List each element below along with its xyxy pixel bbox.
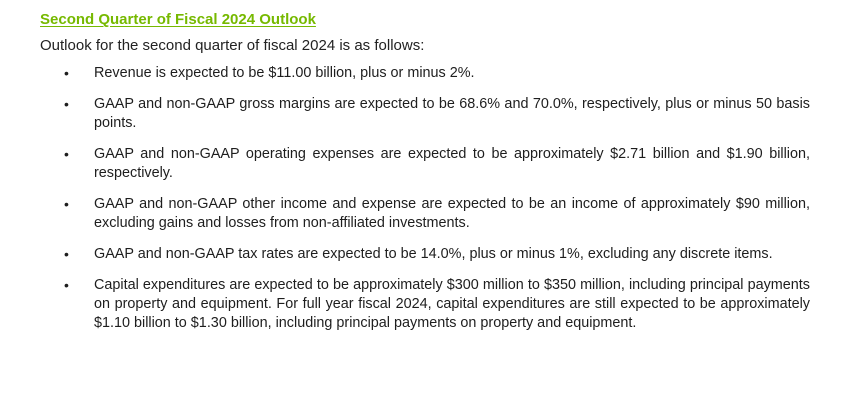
list-item-text: GAAP and non-GAAP tax rates are expected…	[94, 246, 773, 262]
list-item-text: Revenue is expected to be $11.00 billion…	[94, 65, 475, 81]
bullet-icon: •	[64, 146, 69, 162]
section-heading: Second Quarter of Fiscal 2024 Outlook	[40, 11, 316, 28]
bullet-icon: •	[64, 196, 69, 212]
list-item-text: GAAP and non-GAAP other income and expen…	[94, 196, 810, 231]
list-item-gross-margins: • GAAP and non-GAAP gross margins are ex…	[40, 95, 810, 133]
list-item-capital-expenditures: • Capital expenditures are expected to b…	[40, 276, 810, 333]
bullet-icon: •	[64, 96, 69, 112]
list-item-operating-expenses: • GAAP and non-GAAP operating expenses a…	[40, 145, 810, 183]
document-page: Second Quarter of Fiscal 2024 Outlook Ou…	[40, 11, 825, 333]
list-item-other-income: • GAAP and non-GAAP other income and exp…	[40, 195, 810, 233]
bullet-icon: •	[64, 277, 69, 293]
bullet-icon: •	[64, 65, 69, 81]
outlook-list: • Revenue is expected to be $11.00 billi…	[40, 64, 825, 333]
bullet-icon: •	[64, 246, 69, 262]
list-item-text: Capital expenditures are expected to be …	[94, 277, 810, 331]
intro-paragraph: Outlook for the second quarter of fiscal…	[40, 37, 425, 54]
list-item-text: GAAP and non-GAAP operating expenses are…	[94, 146, 810, 181]
list-item-text: GAAP and non-GAAP gross margins are expe…	[94, 96, 810, 131]
list-item-tax-rates: • GAAP and non-GAAP tax rates are expect…	[40, 245, 810, 264]
list-item-revenue: • Revenue is expected to be $11.00 billi…	[40, 64, 810, 83]
